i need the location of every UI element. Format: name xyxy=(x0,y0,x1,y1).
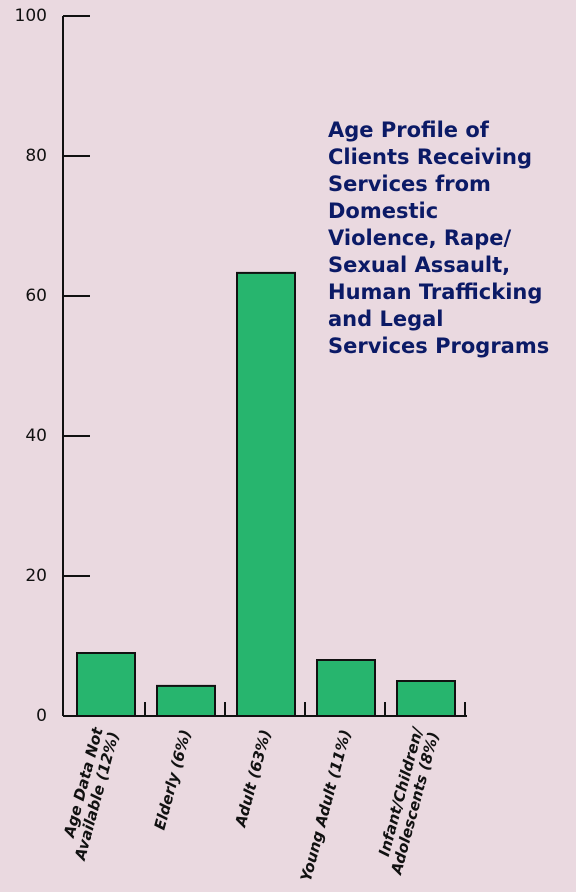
chart-title: Age Profile of Clients Receiving Service… xyxy=(328,118,550,358)
x-tick-label-line: Adult (63%) xyxy=(231,728,274,830)
bar xyxy=(236,271,296,717)
x-tick-label: Adult (63%) xyxy=(231,728,274,830)
x-tick-label: Infant/Children/Adolescents (8%) xyxy=(371,724,443,877)
y-tick-label: 40 xyxy=(25,426,47,446)
x-tick-label: Young Adult (11%) xyxy=(296,728,354,884)
x-tick-label: Elderly (6%) xyxy=(150,728,194,832)
x-tick-label: Age Data NotAvailable (12%) xyxy=(54,725,122,863)
y-tick-label: 20 xyxy=(25,566,47,586)
bar xyxy=(316,659,376,717)
bar xyxy=(76,652,136,717)
y-tick-label: 60 xyxy=(25,286,47,306)
x-tick-label-line: Young Adult (11%) xyxy=(296,728,354,884)
y-tick-label: 100 xyxy=(15,6,47,26)
y-tick-label: 80 xyxy=(25,146,47,166)
bar xyxy=(396,680,456,717)
bar xyxy=(156,684,216,718)
y-tick-label: 0 xyxy=(36,706,47,726)
x-tick-label-line: Elderly (6%) xyxy=(150,728,194,832)
